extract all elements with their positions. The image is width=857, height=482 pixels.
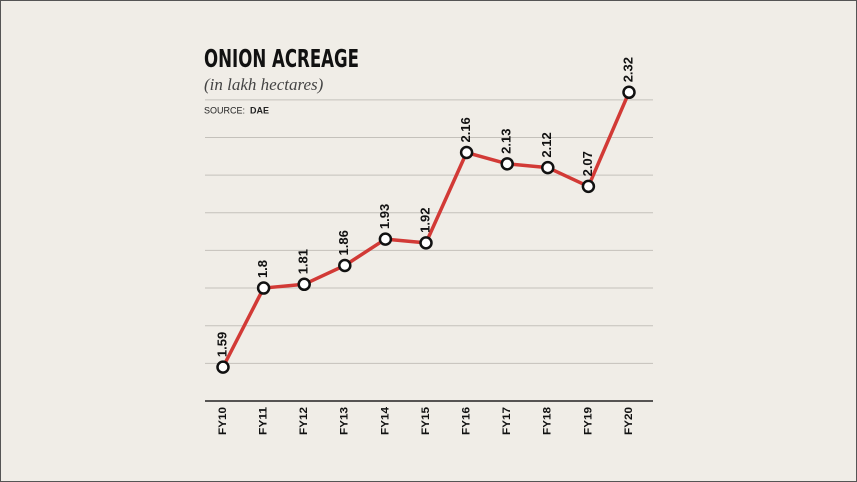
data-label: 2.16	[458, 117, 473, 142]
x-tick-label: FY16	[461, 407, 473, 435]
data-label: 1.86	[336, 230, 351, 255]
point	[338, 258, 352, 273]
x-tick-label: FY19	[582, 407, 594, 435]
point	[419, 236, 433, 250]
x-tick-label: FY20	[623, 407, 635, 435]
point	[256, 281, 271, 295]
x-tick-label: FY17	[501, 407, 513, 435]
point	[541, 160, 555, 175]
point	[500, 157, 514, 171]
data-label: 1.8	[255, 260, 270, 278]
chart-title: ONION ACREAGE	[204, 44, 359, 73]
data-label: 1.92	[417, 208, 432, 233]
data-label: 1.93	[377, 204, 392, 229]
x-tick-label: FY10	[217, 407, 229, 435]
point	[581, 179, 596, 194]
point	[378, 232, 393, 246]
x-tick-label: FY15	[420, 407, 432, 435]
data-label: 1.81	[296, 249, 311, 274]
data-label: 2.32	[620, 57, 635, 82]
x-tick-label: FY13	[339, 407, 351, 435]
data-label: 2.07	[580, 151, 595, 176]
point	[459, 145, 474, 160]
source-label: SOURCE:	[204, 105, 245, 115]
chart-subtitle: (in lakh hectares)	[204, 75, 324, 94]
point	[622, 85, 636, 100]
point	[297, 277, 311, 292]
x-tick-label: FY12	[298, 407, 310, 435]
source: DAE	[250, 105, 269, 115]
x-tick-label: FY11	[258, 407, 270, 435]
data-label: 2.13	[499, 129, 514, 154]
x-tick-label: FY14	[379, 406, 391, 435]
x-tick-label: FY18	[542, 407, 554, 435]
data-label: 1.59	[214, 332, 229, 357]
point	[216, 360, 230, 374]
data-label: 2.12	[539, 132, 554, 157]
